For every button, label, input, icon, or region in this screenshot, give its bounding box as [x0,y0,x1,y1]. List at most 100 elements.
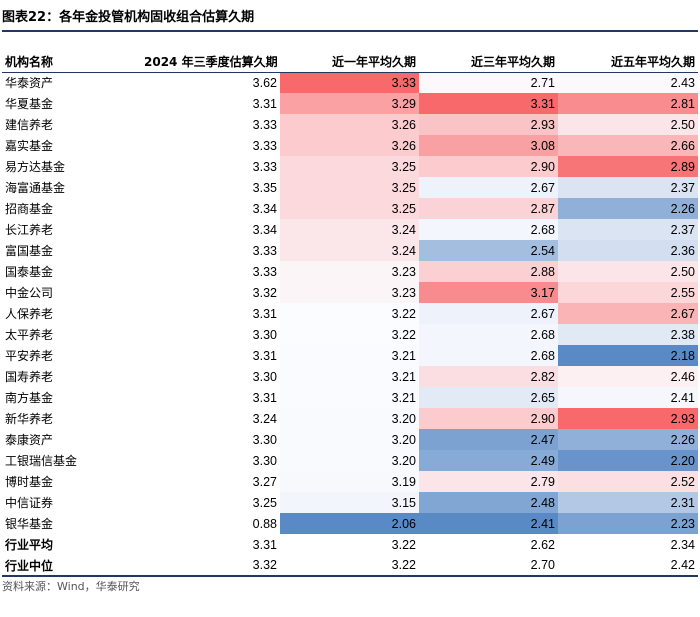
institution-cell: 新华养老 [5,412,54,426]
avg-3y-cell: 2.54 [419,240,558,261]
q3-2024-cell: 3.31 [252,348,277,363]
avg-5y-cell: 2.93 [558,408,698,429]
institution-cell: 太平养老 [5,328,54,342]
institution-cell: 泰康资产 [5,433,54,447]
table-row: 招商基金 3.34 3.25 2.87 2.26 [2,198,698,219]
table-row: 华夏基金 3.31 3.29 3.31 2.81 [2,93,698,114]
institution-cell: 华夏基金 [5,97,54,111]
avg-1y-cell: 3.21 [280,387,419,408]
avg-5y-cell: 2.43 [558,72,698,93]
institution-cell: 华泰资产 [5,76,54,91]
avg-5y-cell: 2.50 [558,261,698,282]
table-row: 人保养老 3.31 3.22 2.67 2.67 [2,303,698,324]
q3-2024-cell: 3.27 [252,474,277,489]
q3-2024-cell: 3.30 [252,453,277,468]
avg-5y-cell: 2.66 [558,135,698,156]
institution-cell: 易方达基金 [5,160,66,174]
institution-cell: 工银瑞信基金 [5,454,78,468]
institution-cell: 国寿养老 [5,370,54,384]
avg-1y-cell: 3.22 [280,555,419,577]
avg-5y-cell: 2.46 [558,366,698,387]
q3-2024-cell: 3.34 [252,201,277,216]
institution-cell: 建信养老 [5,118,54,132]
avg-1y-cell: 3.26 [280,114,419,135]
table-row: 工银瑞信基金 3.30 3.20 2.49 2.20 [2,450,698,471]
avg-1y-cell: 3.26 [280,135,419,156]
q3-2024-cell: 3.31 [252,537,277,552]
avg-3y-cell: 2.65 [419,387,558,408]
table-row: 博时基金 3.27 3.19 2.79 2.52 [2,471,698,492]
avg-1y-cell: 3.23 [280,282,419,303]
q3-2024-cell: 3.34 [252,222,277,237]
q3-2024-cell: 3.30 [252,432,277,447]
q3-2024-cell: 3.25 [252,495,277,510]
table-body: 华泰资产 3.62 3.33 2.71 2.43 华夏基金 3.31 3.29 3.31 2.81… [2,72,698,577]
q3-2024-cell: 3.32 [252,285,277,300]
q3-2024-cell: 3.33 [252,243,277,258]
summary-row: 行业中位 3.32 3.22 2.70 2.42 [2,555,698,577]
avg-1y-cell: 3.21 [280,366,419,387]
avg-3y-cell: 3.17 [419,282,558,303]
avg-3y-cell: 2.70 [419,555,558,577]
header-q3-2024: 2024 年三季度估算久期 [141,52,280,73]
avg-1y-cell: 3.25 [280,198,419,219]
avg-1y-cell: 3.33 [280,72,419,93]
avg-3y-cell: 2.62 [530,537,555,552]
institution-cell: 平安养老 [5,349,54,363]
institution-cell: 国泰基金 [5,265,54,279]
avg-3y-cell: 2.48 [419,492,558,513]
avg-5y-cell: 2.26 [558,429,698,450]
table-row: 新华养老 3.24 3.20 2.90 2.93 [2,408,698,429]
avg-1y-cell: 2.06 [280,513,419,534]
avg-3y-cell: 2.71 [419,72,558,93]
table-row: 中信证券 3.25 3.15 2.48 2.31 [2,492,698,513]
avg-1y-cell: 3.29 [280,93,419,114]
avg-1y-cell: 3.24 [280,240,419,261]
institution-cell: 海富通基金 [5,181,66,195]
avg-1y-cell: 3.23 [280,261,419,282]
avg-3y-cell: 3.31 [419,93,558,114]
avg-1y-cell: 3.22 [391,537,416,552]
avg-5y-cell: 2.41 [558,387,698,408]
avg-3y-cell: 3.08 [419,135,558,156]
table-row: 海富通基金 3.35 3.25 2.67 2.37 [2,177,698,198]
table-row: 国寿养老 3.30 3.21 2.82 2.46 [2,366,698,387]
avg-1y-cell: 3.22 [280,324,419,345]
avg-1y-cell: 3.24 [280,219,419,240]
avg-5y-cell: 2.34 [670,537,695,552]
institution-cell: 嘉实基金 [5,139,54,153]
avg-3y-cell: 2.87 [419,198,558,219]
avg-3y-cell: 2.67 [419,303,558,324]
avg-5y-cell: 2.89 [558,156,698,177]
table-row: 中金公司 3.32 3.23 3.17 2.55 [2,282,698,303]
avg-1y-cell: 3.20 [280,450,419,471]
q3-2024-cell: 0.88 [252,516,277,531]
table-row: 泰康资产 3.30 3.20 2.47 2.26 [2,429,698,450]
q3-2024-cell: 3.31 [252,306,277,321]
q3-2024-cell: 3.33 [252,138,277,153]
header-institution: 机构名称 [2,52,141,73]
q3-2024-cell: 3.30 [252,369,277,384]
institution-cell: 南方基金 [5,391,54,405]
avg-3y-cell: 2.93 [419,114,558,135]
table-row: 太平养老 3.30 3.22 2.68 2.38 [2,324,698,345]
table-row: 富国基金 3.33 3.24 2.54 2.36 [2,240,698,261]
table-row: 建信养老 3.33 3.26 2.93 2.50 [2,114,698,135]
table-row: 国泰基金 3.33 3.23 2.88 2.50 [2,261,698,282]
avg-5y-cell: 2.81 [558,93,698,114]
institution-cell: 招商基金 [5,202,54,216]
duration-table: 机构名称 2024 年三季度估算久期 近一年平均久期 近三年平均久期 近五年平均… [2,52,698,577]
avg-3y-cell: 2.79 [419,471,558,492]
avg-3y-cell: 2.41 [419,513,558,534]
avg-5y-cell: 2.37 [558,219,698,240]
header-3y-avg: 近三年平均久期 [419,52,558,73]
avg-3y-cell: 2.67 [419,177,558,198]
q3-2024-cell: 3.31 [252,96,277,111]
avg-3y-cell: 2.68 [419,324,558,345]
source-note: 资料来源：Wind，华泰研究 [2,580,140,593]
figure-title: 图表22：各年金投管机构固收组合估算久期 [2,8,698,32]
avg-1y-cell: 3.21 [280,345,419,366]
institution-cell: 长江养老 [5,223,54,237]
header-1y-avg: 近一年平均久期 [280,52,419,73]
q3-2024-cell: 3.33 [252,159,277,174]
